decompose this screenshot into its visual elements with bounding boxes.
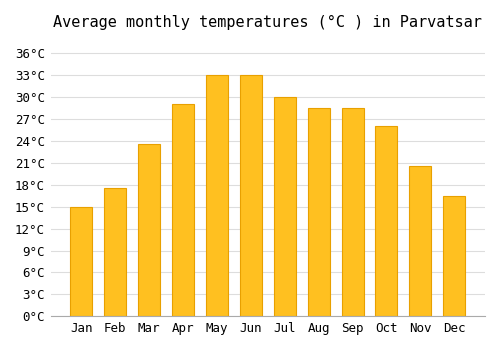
Bar [172, 104, 194, 316]
Title: Average monthly temperatures (°C ) in Parvatsar: Average monthly temperatures (°C ) in Pa… [54, 15, 482, 30]
Bar [376, 126, 398, 316]
Bar [206, 75, 228, 316]
Bar [240, 75, 262, 316]
Bar [342, 108, 363, 316]
Bar [104, 188, 126, 316]
Bar [274, 97, 295, 316]
Bar [410, 166, 432, 316]
Bar [443, 196, 466, 316]
Bar [70, 206, 92, 316]
Bar [308, 108, 330, 316]
Bar [138, 144, 160, 316]
